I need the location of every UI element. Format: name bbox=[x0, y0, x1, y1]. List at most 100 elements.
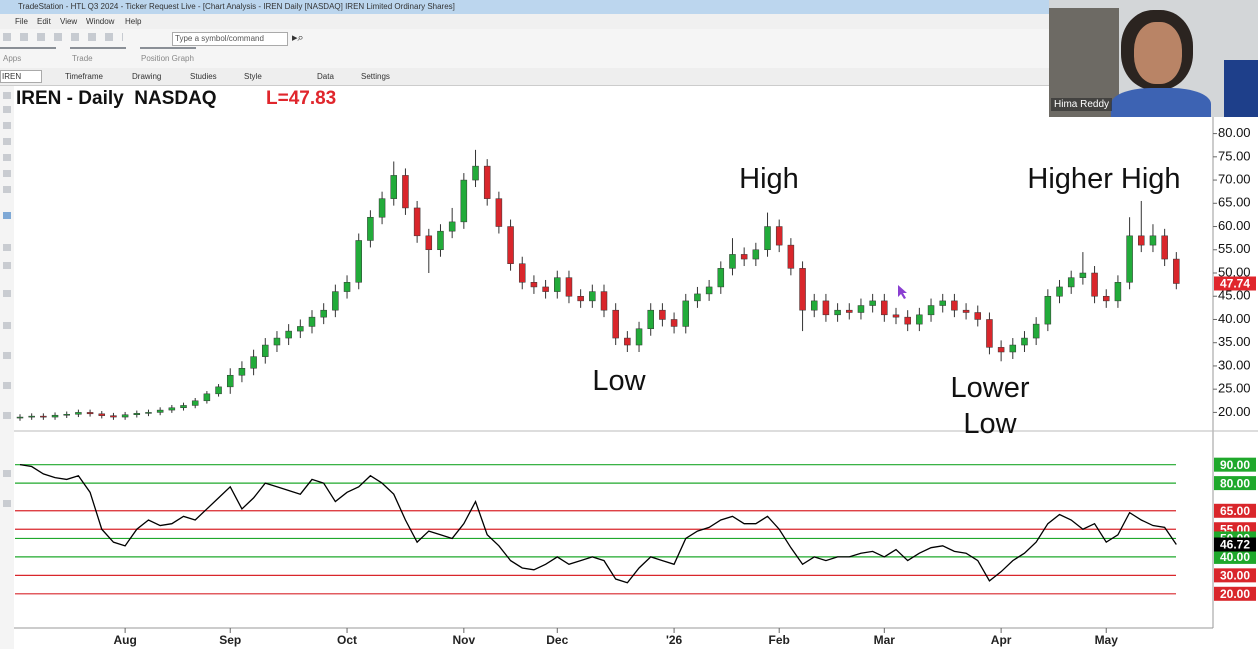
candle-body bbox=[1091, 272, 1098, 297]
webcam-name: Hima Reddy bbox=[1051, 98, 1113, 111]
candle-body bbox=[927, 305, 935, 316]
candle-body bbox=[180, 405, 187, 409]
candle-body bbox=[518, 263, 526, 283]
candle-body bbox=[168, 407, 176, 411]
candle-body bbox=[250, 356, 257, 369]
webcam-shirt bbox=[1111, 88, 1211, 117]
candle-body bbox=[822, 300, 830, 316]
candle-body bbox=[1161, 235, 1168, 260]
menu-item[interactable]: Edit bbox=[37, 17, 51, 26]
candle-body bbox=[635, 328, 643, 346]
level-label: 30.00 bbox=[1220, 569, 1250, 583]
toolbar-group-line bbox=[70, 47, 126, 49]
candle-body bbox=[659, 309, 666, 320]
candle-body bbox=[238, 368, 246, 376]
candle-body bbox=[1114, 282, 1122, 302]
search-icon[interactable]: ▸⌕ bbox=[292, 32, 304, 44]
candle-body bbox=[413, 207, 421, 237]
menu-item[interactable]: Help bbox=[125, 17, 142, 26]
x-tick-label: Dec bbox=[546, 633, 568, 647]
y-tick-label: 80.00 bbox=[1218, 125, 1251, 140]
toolbar-group-line bbox=[0, 47, 56, 49]
candle-body bbox=[904, 316, 911, 325]
candle-body bbox=[670, 319, 678, 327]
candle-body bbox=[460, 179, 468, 223]
chart-menu[interactable]: Studies bbox=[190, 72, 217, 81]
candle-body bbox=[308, 316, 316, 327]
candle-body bbox=[577, 295, 584, 302]
candle-body bbox=[215, 386, 222, 395]
toolbar-label: Apps bbox=[3, 54, 22, 63]
chart-menu[interactable]: Drawing bbox=[132, 72, 162, 81]
candle-body bbox=[86, 412, 94, 415]
level-label: 65.00 bbox=[1220, 504, 1250, 518]
candle-body bbox=[63, 414, 70, 416]
toolbar-group-line bbox=[140, 47, 196, 49]
annotation: Low bbox=[592, 365, 646, 397]
symbol-placeholder: Type a symbol/command bbox=[175, 34, 264, 43]
candle-body bbox=[554, 277, 561, 292]
candle-body bbox=[110, 415, 117, 418]
candle-body bbox=[892, 314, 900, 318]
candle-body bbox=[355, 240, 362, 283]
x-tick-label: Sep bbox=[219, 633, 241, 647]
candle-body bbox=[764, 226, 771, 251]
x-tick-label: Apr bbox=[991, 633, 1012, 647]
menu-item[interactable]: Window bbox=[86, 17, 115, 26]
candle-body bbox=[775, 226, 783, 246]
level-label-box bbox=[1214, 476, 1256, 491]
candle-body bbox=[145, 412, 152, 414]
last-price-label: 47.74 bbox=[1220, 277, 1250, 291]
candle-body bbox=[390, 175, 398, 199]
candle-body bbox=[787, 244, 795, 269]
level-label-box bbox=[1214, 457, 1256, 472]
y-tick-label: 75.00 bbox=[1218, 148, 1251, 163]
candle-body bbox=[285, 330, 292, 339]
candle-body bbox=[472, 165, 479, 181]
candle-body bbox=[367, 216, 374, 241]
candle-body bbox=[612, 309, 619, 339]
toolbar-label: Position Graph bbox=[141, 54, 194, 63]
candle-body bbox=[378, 198, 386, 218]
candle-body bbox=[857, 305, 865, 313]
candle-body bbox=[28, 415, 35, 418]
y-tick-label: 40.00 bbox=[1218, 311, 1251, 326]
chart-menu[interactable]: Settings bbox=[361, 72, 390, 81]
candle-body bbox=[565, 277, 573, 297]
symbol-input[interactable]: Type a symbol/command bbox=[172, 32, 288, 46]
chart-menu[interactable]: Timeframe bbox=[65, 72, 103, 81]
chart-symbol-box[interactable]: IREN bbox=[0, 70, 42, 83]
chart-menu[interactable]: Style bbox=[244, 72, 262, 81]
annotation: High bbox=[739, 163, 799, 195]
candle-body bbox=[16, 416, 24, 419]
y-tick-label: 60.00 bbox=[1218, 218, 1251, 233]
menu-item[interactable]: File bbox=[15, 17, 28, 26]
candle-body bbox=[1126, 235, 1133, 283]
level-label-box bbox=[1214, 503, 1256, 518]
y-tick-label: 45.00 bbox=[1218, 288, 1251, 303]
chart-menu[interactable]: Data bbox=[317, 72, 334, 81]
candle-body bbox=[986, 319, 993, 348]
candle-body bbox=[1079, 272, 1087, 278]
x-tick-label: Oct bbox=[337, 633, 357, 647]
y-tick-label: 50.00 bbox=[1218, 264, 1251, 279]
candle-body bbox=[332, 291, 339, 311]
drawing-toolbar bbox=[0, 85, 14, 649]
menu-item[interactable]: View bbox=[60, 17, 78, 26]
candle-body bbox=[869, 300, 876, 306]
candle-body bbox=[740, 254, 748, 260]
candle-body bbox=[939, 300, 946, 306]
candle-body bbox=[262, 344, 269, 357]
candle-body bbox=[320, 309, 327, 318]
drawing-tools bbox=[3, 92, 11, 507]
candle-body bbox=[846, 309, 853, 313]
candle-body bbox=[1044, 295, 1052, 325]
mouse-cursor bbox=[898, 285, 907, 299]
candle-body bbox=[483, 165, 491, 199]
last-value-marker bbox=[1214, 537, 1256, 552]
level-label-box bbox=[1214, 549, 1256, 564]
level-label: 80.00 bbox=[1220, 476, 1250, 490]
candle-body bbox=[951, 300, 958, 311]
x-tick-label: '26 bbox=[666, 633, 683, 647]
candle-body bbox=[226, 374, 234, 388]
